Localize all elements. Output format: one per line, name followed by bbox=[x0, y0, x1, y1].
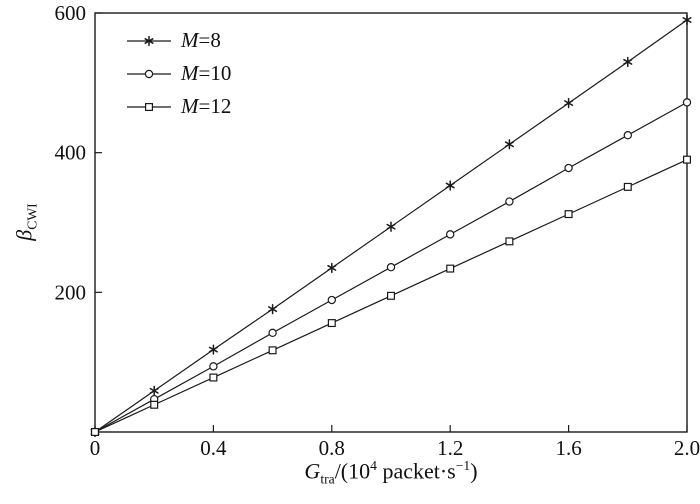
svg-text:600: 600 bbox=[55, 1, 87, 25]
legend-label: M=10 bbox=[181, 63, 231, 84]
legend-label: M=8 bbox=[181, 30, 221, 51]
legend: M=8 M=10 M=12 bbox=[126, 24, 231, 123]
svg-text:1.2: 1.2 bbox=[437, 436, 463, 460]
x-axis-title: Gtra/(104 packet·s−1) bbox=[95, 458, 687, 488]
x-axis-unit: packet·s bbox=[376, 458, 456, 484]
x-axis-exponent: 4 bbox=[370, 458, 377, 473]
svg-text:0.8: 0.8 bbox=[319, 436, 345, 460]
legend-var: M bbox=[181, 61, 199, 85]
x-axis-unit-close: ) bbox=[470, 458, 478, 484]
legend-marker-square-icon bbox=[127, 102, 171, 111]
legend-item-m12: M=12 bbox=[126, 90, 231, 123]
y-axis-title: βCWI bbox=[11, 203, 40, 240]
y-axis-subscript: CWI bbox=[24, 203, 40, 230]
x-axis-subscript: tra bbox=[320, 471, 335, 487]
legend-item-m8: M=8 bbox=[126, 24, 231, 57]
svg-text:400: 400 bbox=[55, 141, 87, 165]
svg-text:200: 200 bbox=[55, 280, 87, 304]
x-axis-unit-open: /(10 bbox=[334, 458, 371, 484]
legend-value: =8 bbox=[198, 28, 221, 52]
legend-label: M=12 bbox=[181, 96, 231, 117]
legend-marker-star-icon bbox=[127, 35, 171, 46]
legend-marker-circle-icon bbox=[127, 69, 171, 78]
svg-text:0.4: 0.4 bbox=[200, 436, 227, 460]
legend-value: =12 bbox=[198, 94, 232, 118]
svg-text:2.0: 2.0 bbox=[674, 436, 700, 460]
legend-item-m10: M=10 bbox=[126, 57, 231, 90]
x-axis-symbol: G bbox=[304, 458, 321, 484]
svg-text:0: 0 bbox=[90, 436, 101, 460]
legend-var: M bbox=[181, 28, 199, 52]
legend-value: =10 bbox=[198, 61, 232, 85]
x-axis-exponent-2: −1 bbox=[455, 458, 471, 473]
legend-var: M bbox=[181, 94, 199, 118]
y-axis-symbol: β bbox=[11, 229, 37, 241]
svg-text:1.6: 1.6 bbox=[555, 436, 581, 460]
